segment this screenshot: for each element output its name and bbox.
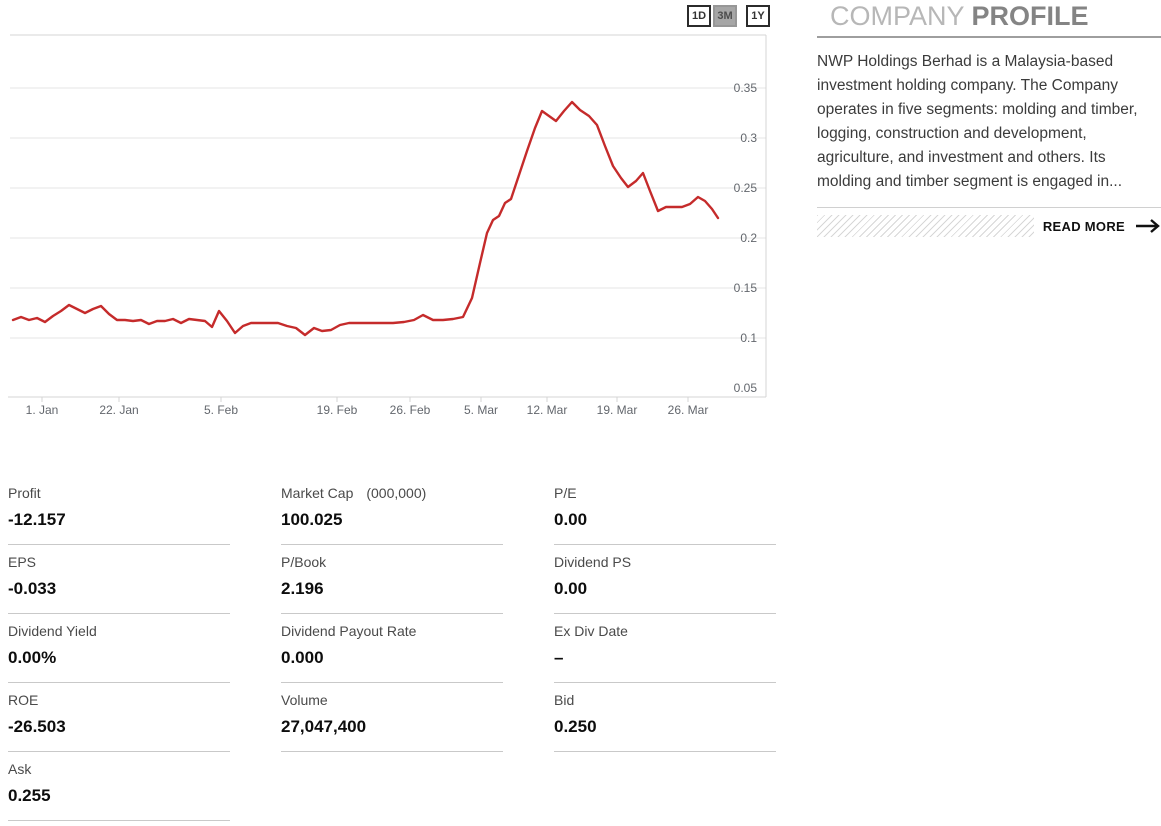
stat-cell-dividend-ps: Dividend PS 0.00 <box>554 552 776 614</box>
svg-text:0.2: 0.2 <box>740 231 757 245</box>
stat-value: 2.196 <box>281 579 324 598</box>
price-chart-panel: 0.35 0.3 0.25 0.2 0.15 0.1 0.05 1. Jan 22. Jan 5.… <box>0 0 772 425</box>
stat-cell-p-e: P/E 0.00 <box>554 483 776 545</box>
svg-text:19. Feb: 19. Feb <box>317 403 358 417</box>
stat-cell-dividend-yield: Dividend Yield 0.00% <box>8 621 230 683</box>
stat-label: Dividend PS <box>554 554 632 570</box>
stat-value: -12.157 <box>8 510 66 529</box>
svg-text:26. Feb: 26. Feb <box>390 403 431 417</box>
company-profile-title: COMPANY PROFILE <box>817 2 1161 38</box>
stat-value: – <box>554 648 564 667</box>
stat-label: ROE <box>8 692 39 708</box>
stat-label: Ex Div Date <box>554 623 628 639</box>
svg-text:26. Mar: 26. Mar <box>668 403 709 417</box>
svg-text:12. Mar: 12. Mar <box>527 403 568 417</box>
svg-text:0.35: 0.35 <box>734 81 758 95</box>
company-profile-text: NWP Holdings Berhad is a Malaysia-based … <box>817 53 1138 190</box>
company-profile-title-light: COMPANY <box>830 1 965 31</box>
svg-text:0.25: 0.25 <box>734 181 758 195</box>
stat-cell-p-book: P/Book 2.196 <box>281 552 503 614</box>
svg-text:0.15: 0.15 <box>734 281 758 295</box>
svg-text:0.3: 0.3 <box>740 131 757 145</box>
stat-cell-ex-div-date: Ex Div Date – <box>554 621 776 683</box>
stat-value: 0.000 <box>281 648 324 667</box>
stat-value: 0.00 <box>554 579 588 598</box>
stat-cell-volume: Volume 27,047,400 <box>281 690 503 752</box>
stat-label: Volume <box>281 692 328 708</box>
read-more-row: READ MORE <box>817 215 1161 237</box>
stat-label: Market Cap <box>281 485 354 501</box>
company-profile-title-bold: PROFILE <box>971 1 1089 31</box>
profile-divider <box>817 207 1161 208</box>
range-button-1d[interactable]: 1D <box>687 5 711 27</box>
stat-cell-eps: EPS -0.033 <box>8 552 230 614</box>
stat-label: Ask <box>8 761 32 777</box>
stat-label: P/E <box>554 485 577 501</box>
stat-cell-profit: Profit -12.157 <box>8 483 230 545</box>
hatch-pattern <box>817 215 1034 237</box>
stat-cell-market-cap: Market Cap (000,000) 100.025 <box>281 483 503 545</box>
stat-value: -26.503 <box>8 717 66 736</box>
stat-label: Dividend Payout Rate <box>281 623 417 639</box>
svg-text:5. Mar: 5. Mar <box>464 403 498 417</box>
stat-sublabel: (000,000) <box>366 485 427 501</box>
stat-value: 27,047,400 <box>281 717 367 736</box>
stat-value: 0.00 <box>554 510 588 529</box>
stat-cell-dividend-payout-rate: Dividend Payout Rate 0.000 <box>281 621 503 683</box>
svg-text:19. Mar: 19. Mar <box>597 403 638 417</box>
stat-label: Bid <box>554 692 575 708</box>
price-chart[interactable]: 0.35 0.3 0.25 0.2 0.15 0.1 0.05 1. Jan 22. Jan 5.… <box>0 0 772 425</box>
stat-label: P/Book <box>281 554 327 570</box>
read-more-link[interactable]: READ MORE <box>1042 218 1125 234</box>
svg-text:22. Jan: 22. Jan <box>99 403 138 417</box>
svg-text:5. Feb: 5. Feb <box>204 403 238 417</box>
stat-cell-roe: ROE -26.503 <box>8 690 230 752</box>
range-button-1y[interactable]: 1Y <box>746 5 770 27</box>
stat-value: 0.250 <box>554 717 597 736</box>
stat-cell-bid: Bid 0.250 <box>554 690 776 752</box>
stat-label: Dividend Yield <box>8 623 97 639</box>
time-range-selector: 1D 3M 1Y <box>685 5 770 27</box>
arrow-right-icon[interactable] <box>1135 218 1161 234</box>
stat-value: 100.025 <box>281 510 343 529</box>
stat-cell-ask: Ask 0.255 <box>8 759 230 821</box>
stat-label: EPS <box>8 554 37 570</box>
svg-text:0.05: 0.05 <box>734 381 758 395</box>
stat-value: 0.255 <box>8 786 51 805</box>
svg-text:0.1: 0.1 <box>740 331 757 345</box>
range-button-3m[interactable]: 3M <box>713 5 737 27</box>
svg-text:1. Jan: 1. Jan <box>26 403 59 417</box>
company-profile-panel: COMPANY PROFILE NWP Holdings Berhad is a… <box>817 2 1161 237</box>
stat-value: -0.033 <box>8 579 57 598</box>
stats-grid: Profit -12.157 Market Cap (000,000) 100.025 P… <box>8 483 778 821</box>
stat-label: Profit <box>8 485 41 501</box>
stat-value: 0.00% <box>8 648 57 667</box>
